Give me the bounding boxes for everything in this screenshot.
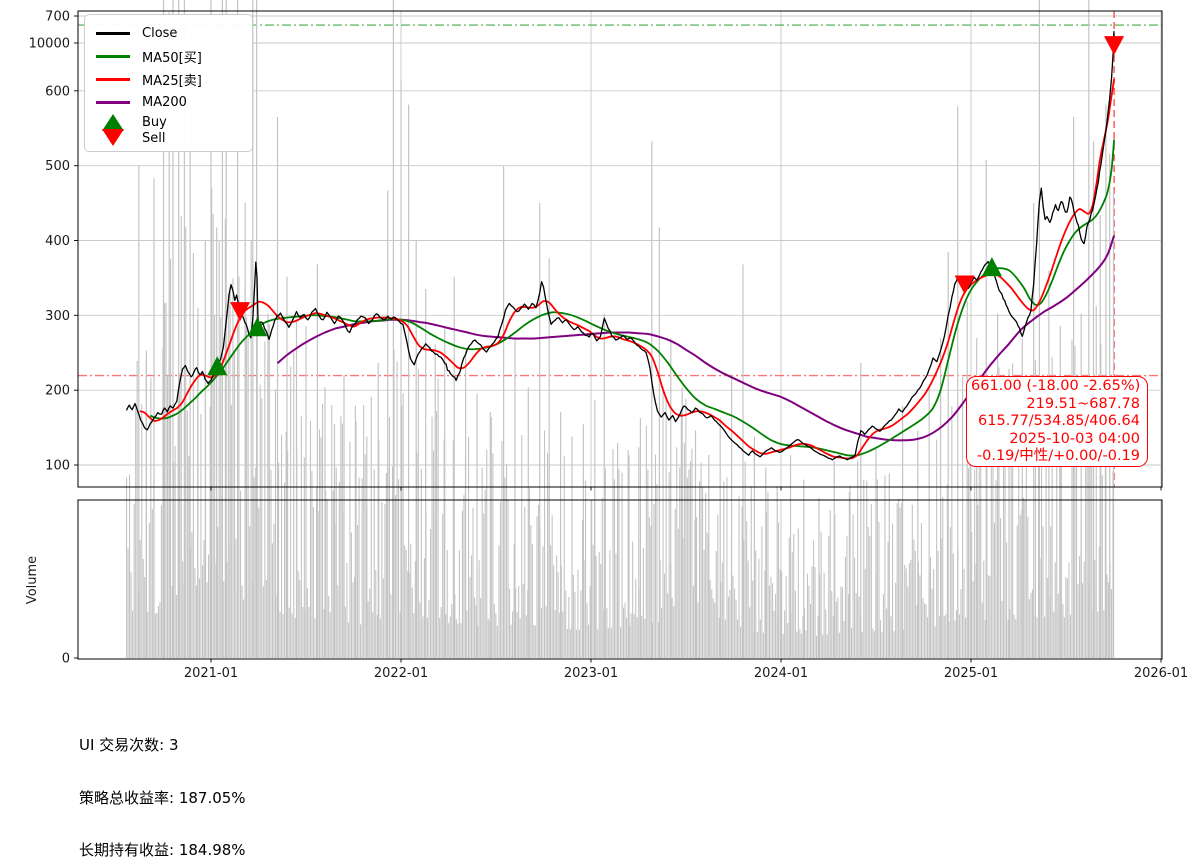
svg-text:400: 400 — [45, 234, 70, 249]
sell-marker — [230, 302, 251, 322]
svg-text:700: 700 — [45, 10, 70, 25]
volume-panel-border — [77, 499, 1163, 660]
buy-triangle-icon — [93, 113, 133, 131]
svg-text:2024-01: 2024-01 — [754, 666, 808, 681]
legend-item-close: Close — [93, 22, 242, 45]
annotation-range: 219.51~687.78 — [1026, 395, 1140, 412]
svg-text:2025-01: 2025-01 — [944, 666, 998, 681]
volume-bars — [126, 0, 1115, 659]
annotation-signal: -0.19/中性/+0.00/-0.19 — [976, 448, 1140, 465]
legend-label-buy: Buy — [142, 114, 167, 130]
price-panel-border — [77, 10, 1163, 488]
legend-label-sell: Sell — [142, 130, 166, 146]
svg-text:200: 200 — [45, 384, 70, 399]
buy-marker — [247, 317, 268, 337]
svg-text:2023-01: 2023-01 — [564, 666, 618, 681]
legend-item-ma25: MA25[卖] — [93, 68, 242, 91]
legend-item-sell: Sell — [93, 128, 242, 146]
close-line — [125, 31, 1115, 461]
legend-item-ma200: MA200 — [93, 91, 242, 114]
ma50-line-icon — [93, 55, 133, 58]
trade-markers — [207, 36, 1125, 376]
trade-count-text: UI 交易次数: 3 — [79, 736, 179, 754]
axis-ticks — [74, 15, 1162, 663]
legend-item-ma50: MA50[买] — [93, 45, 242, 68]
strategy-return-text: 策略总收益率: 187.05% — [79, 788, 246, 807]
svg-text:2022-01: 2022-01 — [374, 666, 428, 681]
hold-return-text: 长期持有收益: 184.98% — [79, 841, 246, 857]
axis-tick-labels: 100200300400500600700010000200002021-012… — [29, 10, 1189, 682]
annotation-ma-values: 615.77/534.85/406.64 — [978, 413, 1140, 430]
ma200-line-icon — [93, 101, 133, 104]
sell-marker — [1104, 36, 1125, 56]
svg-text:600: 600 — [45, 84, 70, 99]
legend-item-buy: Buy — [93, 113, 242, 131]
svg-text:2026-01: 2026-01 — [1134, 666, 1188, 681]
annotation-price-change: 661.00 (-18.00 -2.65%) — [971, 378, 1141, 394]
legend-label-ma25: MA25[卖] — [142, 74, 202, 89]
buy-marker — [207, 356, 228, 376]
sell-marker — [954, 275, 975, 295]
buy-marker — [981, 257, 1002, 277]
volume-axis-label: Volume — [25, 556, 40, 604]
ma25-line-icon — [93, 78, 133, 81]
svg-text:0: 0 — [62, 652, 70, 667]
legend-label-ma50: MA50[买] — [142, 51, 202, 66]
legend-label-close: Close — [142, 26, 178, 41]
svg-text:2021-01: 2021-01 — [184, 666, 238, 681]
annotation-datetime: 2025-10-03 04:00 — [1009, 430, 1140, 447]
svg-text:100: 100 — [45, 459, 70, 474]
sell-triangle-icon — [93, 128, 133, 146]
legend-label-ma200: MA200 — [142, 95, 187, 110]
close-line-icon — [93, 32, 133, 35]
strategy-stats: UI 交易次数: 3 策略总收益率: 187.05% 长期持有收益: 184.9… — [79, 702, 573, 857]
svg-text:300: 300 — [45, 309, 70, 324]
last-price-annotation-box: 661.00 (-18.00 -2.65%) 219.51~687.78 615… — [966, 376, 1148, 467]
legend: Close MA50[买] MA25[卖] MA200 Buy Sell — [84, 14, 253, 152]
svg-text:10000: 10000 — [29, 37, 70, 52]
svg-text:500: 500 — [45, 159, 70, 174]
